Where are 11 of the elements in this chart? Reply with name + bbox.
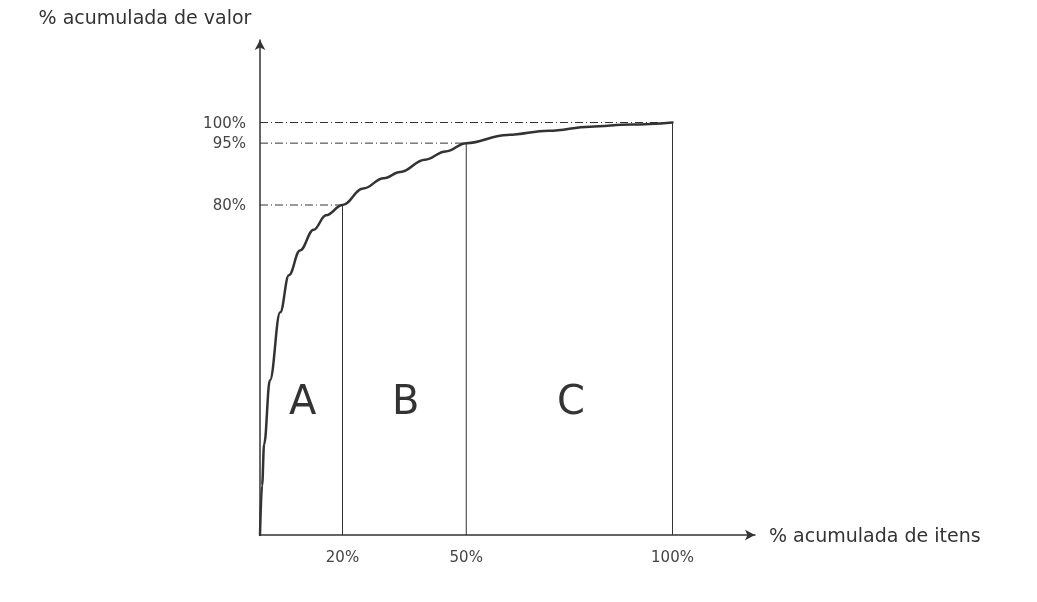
y-tick-label: 80% bbox=[212, 196, 246, 214]
x-tick-label: 50% bbox=[449, 547, 483, 566]
annotation: B bbox=[392, 377, 420, 423]
y-tick-label: 95% bbox=[212, 134, 246, 153]
annotation: A bbox=[289, 377, 317, 423]
y-tick-label: 100% bbox=[203, 113, 246, 132]
x-tick-label: 100% bbox=[651, 547, 694, 566]
y-axis-title: % acumulada de valor bbox=[38, 5, 252, 28]
annotation: C bbox=[557, 377, 585, 423]
x-axis-title: % acumulada de itens bbox=[769, 524, 981, 546]
x-tick-label: 20% bbox=[325, 547, 360, 566]
